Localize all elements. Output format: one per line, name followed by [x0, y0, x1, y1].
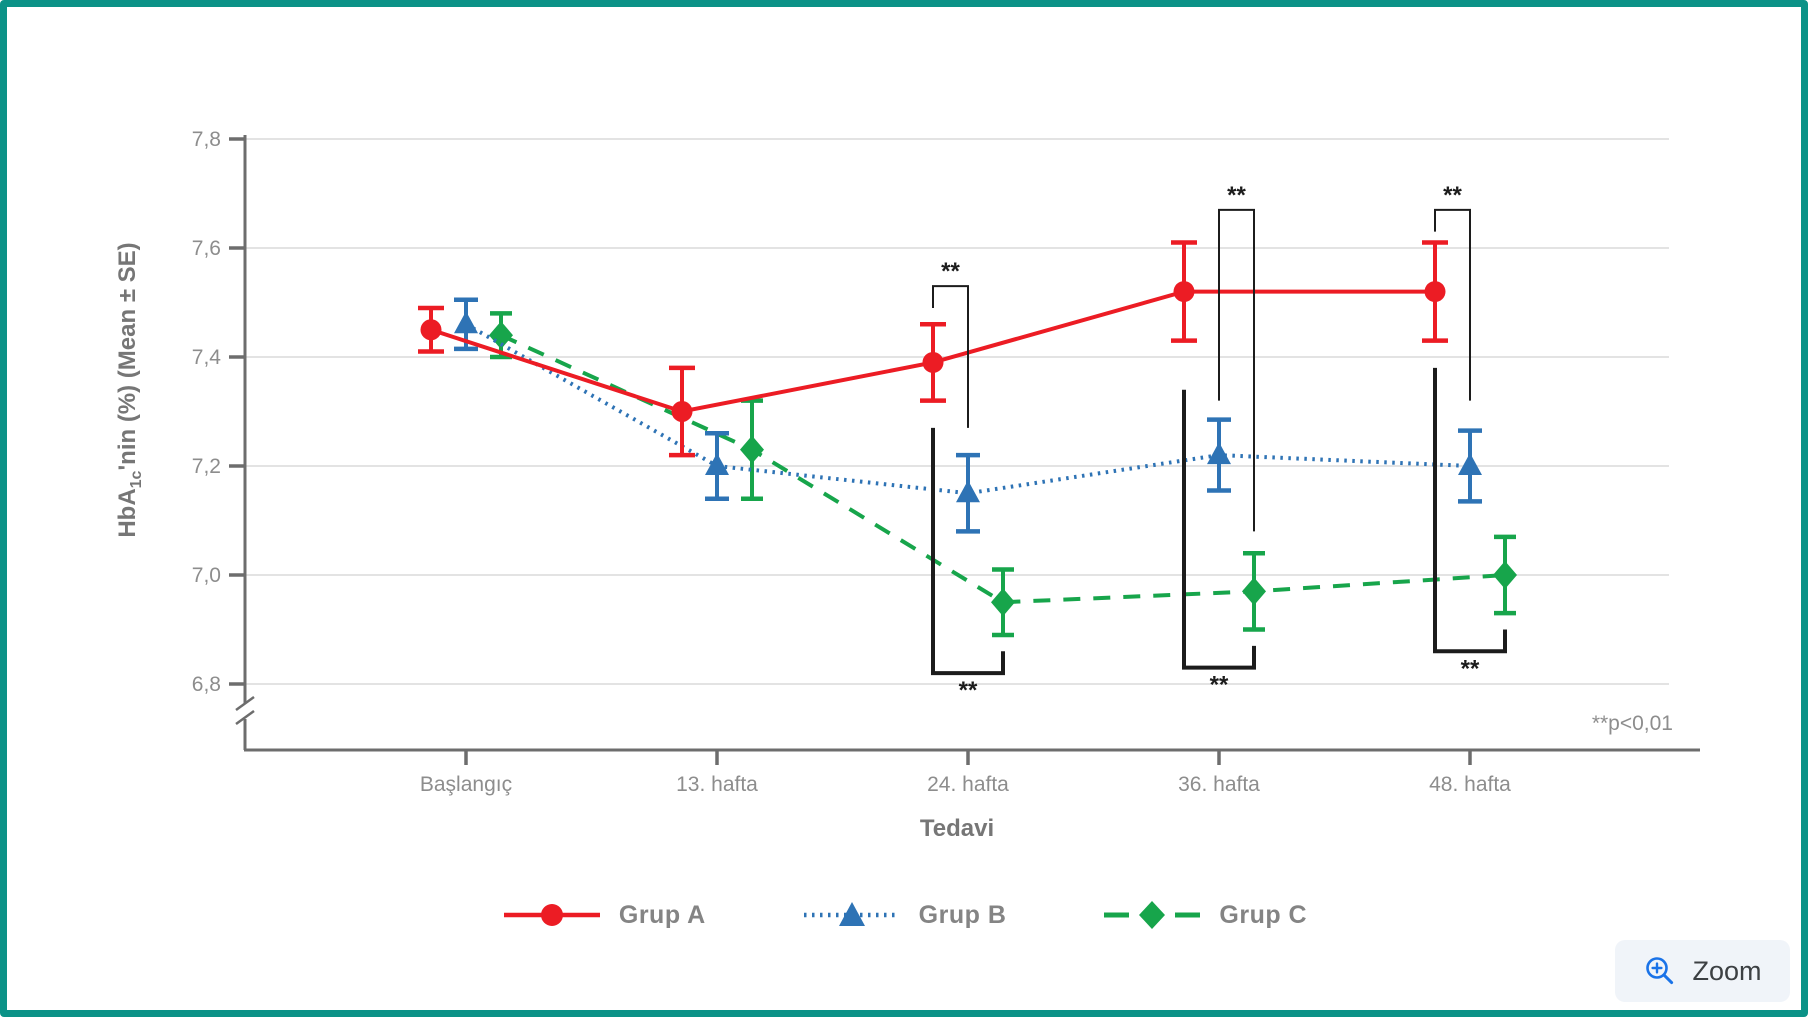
data-point-circle: [1173, 281, 1195, 303]
y-tick-label: 7,8: [192, 128, 221, 151]
y-axis-break-mark: [235, 709, 255, 726]
legend-key-triangle: [803, 902, 900, 926]
zoom-button-label: Zoom: [1692, 955, 1762, 986]
bracket-path: [1182, 389, 1256, 670]
p-value-note: **p<0,01: [1592, 712, 1673, 735]
bracket-path: [1434, 208, 1471, 401]
x-axis-title: Tedavi: [920, 815, 994, 842]
data-point-circle: [922, 351, 944, 373]
legend-label: Grup A: [618, 900, 706, 929]
legend-key-circle: [503, 904, 600, 926]
y-axis-break-mark: [235, 695, 255, 712]
data-point-diamond: [1242, 577, 1266, 606]
chart-legend: Grup A Grup B Grup C: [7, 898, 1801, 932]
data-point-triangle: [956, 480, 980, 503]
y-tick-label: 6,8: [192, 673, 221, 696]
bracket-path: [931, 427, 1005, 676]
bracket-path: [1218, 208, 1255, 532]
x-tick-label: Başlangıç: [420, 773, 512, 796]
legend-item-grup-c: Grup C: [1101, 898, 1307, 932]
zoom-button[interactable]: Zoom: [1615, 940, 1790, 1002]
data-point-circle: [1424, 281, 1446, 303]
significance-label: **: [1227, 182, 1246, 209]
legend-key-diamond: [1104, 901, 1201, 929]
significance-label: **: [941, 258, 960, 285]
legend-marker: [1139, 901, 1166, 929]
significance-bracket: **: [1182, 389, 1256, 699]
legend-marker: [838, 902, 865, 926]
legend-label: Grup B: [918, 900, 1007, 929]
significance-label: **: [1461, 655, 1480, 682]
significance-label: **: [959, 677, 978, 704]
series-grup-c: [489, 311, 1517, 638]
series-grup-b: [454, 297, 1482, 534]
data-point-triangle: [705, 453, 729, 475]
data-point-circle: [671, 401, 693, 422]
x-tick-label: 13. hafta: [676, 773, 758, 796]
y-tick-label: 7,6: [192, 237, 221, 260]
legend-marker: [540, 904, 563, 926]
data-point-circle: [420, 319, 442, 341]
y-tick-label: 7,2: [192, 455, 221, 478]
significance-bracket: **: [1434, 182, 1471, 401]
data-point-diamond: [991, 588, 1015, 617]
bracket-path: [932, 285, 969, 428]
data-point-triangle: [454, 311, 478, 334]
significance-label: **: [1210, 672, 1229, 699]
significance-bracket: **: [932, 258, 969, 428]
y-tick-label: 7,0: [192, 564, 221, 587]
y-axis-title: HbA1c'nin (%) (Mean ± SE): [114, 242, 145, 537]
y-tick-label: 7,4: [192, 346, 222, 369]
zoom-in-icon: [1646, 957, 1674, 985]
series-line: [465, 322, 1471, 496]
significance-bracket: **: [1433, 367, 1507, 682]
significance-label: **: [1443, 182, 1462, 209]
data-point-triangle: [1207, 442, 1231, 465]
series-line: [500, 333, 1506, 605]
legend-label: Grup C: [1219, 900, 1308, 929]
x-tick-label: 48. hafta: [1429, 773, 1511, 796]
data-point-triangle: [1458, 453, 1482, 475]
series-grup-a: [418, 240, 1448, 458]
bracket-path: [1433, 367, 1507, 654]
legend-item-grup-a: Grup A: [501, 898, 706, 932]
significance-bracket: **: [1218, 182, 1255, 532]
legend-item-grup-b: Grup B: [801, 898, 1007, 932]
significance-bracket: **: [931, 427, 1005, 704]
x-tick-label: 24. hafta: [927, 773, 1009, 796]
data-point-diamond: [740, 435, 764, 464]
hba1c-line-chart: 7,8 7,6 7,4 7,2 7,0 6,8 Başlangıç 13. hafta 24. …: [114, 128, 1700, 842]
x-tick-label: 36. hafta: [1178, 773, 1260, 796]
data-point-diamond: [1493, 561, 1517, 589]
